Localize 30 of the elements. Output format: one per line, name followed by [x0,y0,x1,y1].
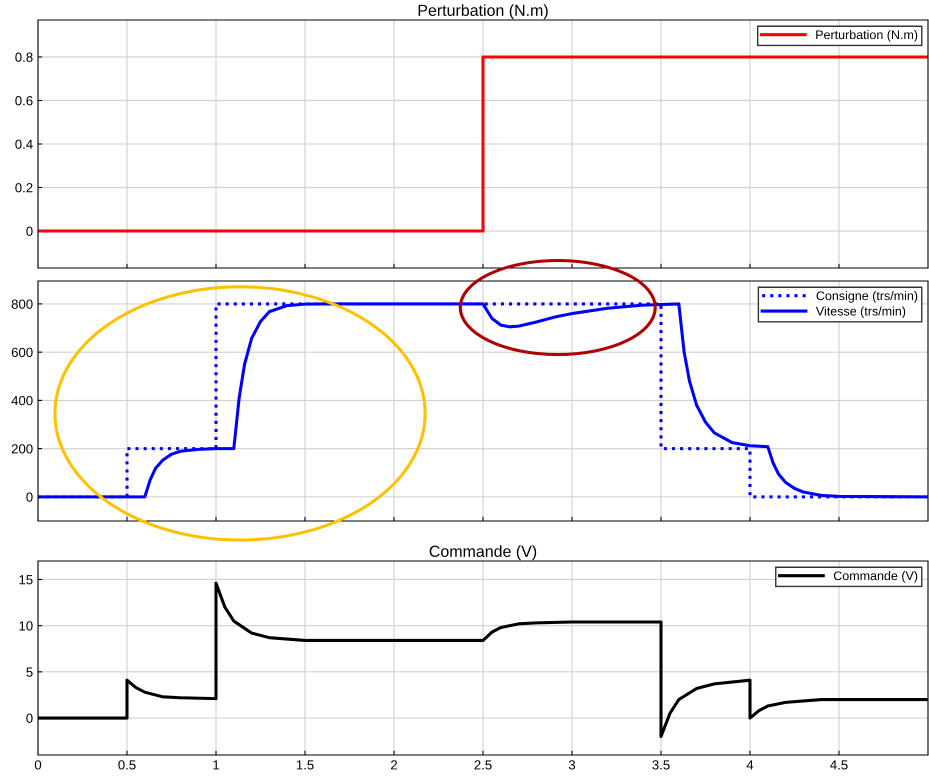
x-tick-label: 1 [213,760,220,770]
x-tick-label: 0 [34,760,42,770]
legend-label: Vitesse (trs/min) [816,306,906,318]
x-tick-label: 3 [568,760,576,770]
y-tick-label: 0.8 [15,52,33,62]
x-tick-label: 0.5 [118,760,136,770]
y-tick-label: 0.4 [15,140,33,149]
y-tick-label: 0 [26,714,33,723]
y-tick-label: 10 [19,621,33,631]
x-tick-label: 2 [390,760,398,770]
chart-title: Perturbation (N.m) [418,4,548,20]
x-tick-label: 4 [746,760,754,770]
y-tick-label: 5 [26,668,33,677]
y-tick-label: 0.2 [15,183,32,192]
y-tick-label: 15 [19,575,33,584]
x-tick-label: 4.5 [830,760,848,770]
x-tick-label: 1.5 [296,760,314,770]
y-tick-label: 400 [11,396,33,406]
y-tick-label: 800 [12,299,33,309]
y-tick-label: 600 [12,348,33,358]
legend-label: Perturbation (N.m) [816,30,918,42]
chart-title: Commande (V) [430,545,536,560]
x-tick-label: 3.5 [652,760,670,770]
y-tick-label: 200 [12,444,33,454]
y-tick-label: 0 [26,226,33,236]
y-tick-label: 0.6 [15,96,33,106]
legend-label: Consigne (trs/min) [816,291,918,303]
y-tick-label: 0 [26,492,33,502]
x-tick-label: 2.5 [474,760,492,770]
legend-label: Commande (V) [834,571,918,583]
